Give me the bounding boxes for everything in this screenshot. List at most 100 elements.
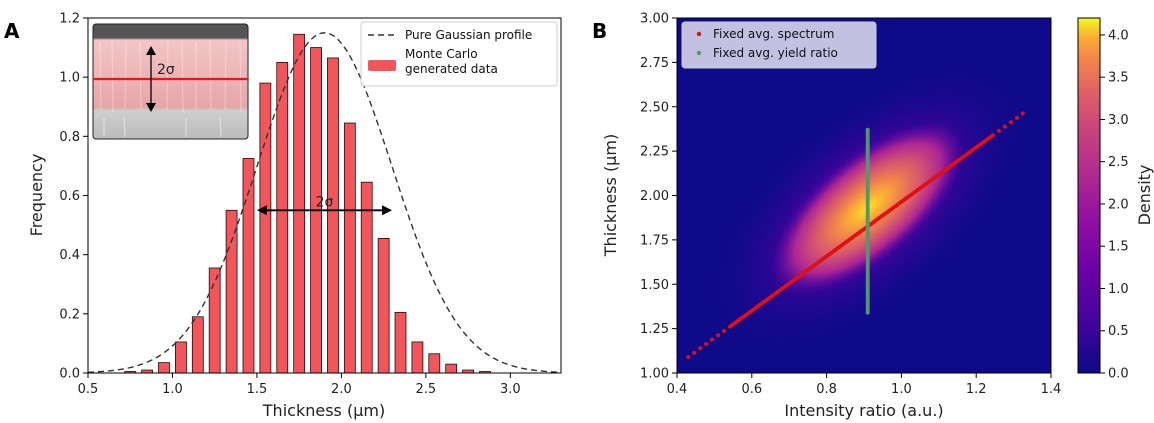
y-tick-label: 3.00 <box>640 12 669 27</box>
histogram-bar <box>175 341 187 373</box>
legend-swatch-spectrum <box>696 31 702 37</box>
colorbar-tick-label: 1.5 <box>1108 240 1129 255</box>
spectrum-point <box>704 342 709 346</box>
legend-label-yield: Fixed avg. yield ratio <box>713 46 838 60</box>
spectrum-point <box>698 346 703 351</box>
histogram-bar <box>124 371 137 373</box>
yield-point <box>865 127 870 132</box>
y-tick-label: 1.50 <box>640 278 669 293</box>
colorbar-tick-label: 3.5 <box>1108 71 1129 86</box>
histogram-bar <box>191 316 204 373</box>
spectrum-point <box>716 333 721 338</box>
colorbar: 0.0 0.5 1.0 1.5 2.0 2.5 3.0 3.5 4.0 Density <box>1077 17 1154 382</box>
y-tick-label: 0.4 <box>59 248 80 263</box>
y-tick-label: 0.8 <box>59 130 80 145</box>
two-sigma-annotation: 2σ <box>256 194 393 216</box>
spectrum-point <box>991 133 995 138</box>
spectrum-point <box>1008 120 1013 125</box>
y-tick-label: 2.50 <box>640 100 669 115</box>
y-tick-label: 1.75 <box>640 233 669 248</box>
inset-label: 2σ <box>157 62 175 78</box>
colorbar-tick-label: 1.0 <box>1108 282 1129 297</box>
histogram-bar <box>377 237 390 373</box>
x-tick-label: 2.5 <box>416 382 437 397</box>
two-sigma-label: 2σ <box>316 194 334 210</box>
legend-swatch-yield <box>696 50 702 56</box>
spectrum-point <box>1002 124 1007 129</box>
colorbar-tick-label: 2.0 <box>1108 197 1129 212</box>
y-axis-label-a: Frequency <box>27 154 46 237</box>
y-tick-label: 2.75 <box>640 56 669 71</box>
x-axis-label-b: Intensity ratio (a.u.) <box>784 401 943 420</box>
y-ticks-a: 0.0 0.2 0.4 0.6 0.8 1.0 1.2 <box>59 12 88 382</box>
y-tick-label: 1.2 <box>59 12 80 27</box>
histogram-chart: 0.5 1.0 1.5 2.0 2.5 3.0 0.0 0.2 0.4 0.6 0.8 1.0 1.2… <box>27 12 562 420</box>
x-tick-label: 1.0 <box>162 382 183 397</box>
panel-label-a: A <box>4 19 20 43</box>
colorbar-tick-label: 3.0 <box>1108 113 1129 128</box>
y-tick-label: 0.0 <box>59 367 80 382</box>
spectrum-point <box>686 355 691 359</box>
spectrum-point <box>722 328 727 333</box>
x-tick-label: 0.4 <box>667 382 688 397</box>
histogram-bar <box>327 57 339 373</box>
histogram-bar <box>259 82 272 373</box>
y-tick-label: 0.2 <box>59 307 80 322</box>
y-tick-label: 1.25 <box>640 322 669 337</box>
y-tick-label: 0.6 <box>59 189 80 204</box>
colorbar-tick-label: 4.0 <box>1108 28 1129 43</box>
x-tick-label: 0.6 <box>741 382 762 397</box>
spectrum-point <box>1020 111 1025 116</box>
legend-swatch-bars <box>368 60 396 71</box>
histogram-bar <box>360 181 373 373</box>
x-tick-label: 3.0 <box>500 382 521 397</box>
y-tick-label: 1.0 <box>59 71 80 86</box>
legend-label-gaussian: Pure Gaussian profile <box>405 28 532 42</box>
panel-label-b: B <box>592 19 607 43</box>
inset-micrograph: 2σ <box>92 23 249 140</box>
spectrum-point <box>996 128 1001 133</box>
histogram-bar <box>276 61 289 373</box>
density-heatmap <box>677 18 1051 373</box>
histogram-bar <box>428 353 441 373</box>
histogram-bar <box>394 311 407 373</box>
colorbar-label: Density <box>1135 165 1154 226</box>
legend-label-bars-2: generated data <box>405 62 498 76</box>
y-axis-label-b: Thickness (µm) <box>601 134 620 257</box>
x-tick-label: 0.8 <box>816 382 837 397</box>
histogram-bar <box>479 371 491 373</box>
gaussian-curve <box>88 32 561 373</box>
x-tick-label: 1.4 <box>1041 382 1062 397</box>
histogram-bar <box>445 363 458 373</box>
density-chart: 0.4 0.6 0.8 1.0 1.2 1.4 1.00 1.25 1.50 1.75 2.00 2… <box>601 12 1154 421</box>
y-tick-label: 2.25 <box>640 145 669 160</box>
histogram-bar <box>158 362 170 373</box>
spectrum-point <box>1014 115 1019 120</box>
series-fixed-avg-spectrum <box>686 111 1025 359</box>
legend-label-spectrum: Fixed avg. spectrum <box>713 27 834 41</box>
histogram-bar <box>208 267 221 373</box>
spectrum-point <box>692 350 697 355</box>
x-tick-label: 1.0 <box>891 382 912 397</box>
y-tick-label: 2.00 <box>640 189 669 204</box>
x-ticks-b: 0.4 0.6 0.8 1.0 1.2 1.4 <box>667 373 1062 397</box>
x-tick-label: 1.5 <box>247 382 268 397</box>
series-fixed-avg-yield-ratio <box>865 127 870 315</box>
legend-a: Pure Gaussian profile Monte Carlo genera… <box>360 21 558 87</box>
colorbar-tick-label: 2.5 <box>1108 155 1129 170</box>
x-tick-label: 2.0 <box>331 382 352 397</box>
colorbar-ticks: 0.0 0.5 1.0 1.5 2.0 2.5 3.0 3.5 4.0 <box>1100 28 1129 382</box>
colorbar-tick-label: 0.0 <box>1108 367 1129 382</box>
y-ticks-b: 1.00 1.25 1.50 1.75 2.00 2.25 2.50 2.75 3.00 <box>640 12 677 382</box>
legend-b: Fixed avg. spectrum Fixed avg. yield rat… <box>681 21 877 69</box>
spectrum-point <box>710 337 715 342</box>
histogram-bar <box>225 209 238 373</box>
x-tick-label: 0.5 <box>78 382 99 397</box>
x-axis-label-a: Thickness (µm) <box>262 401 385 420</box>
histogram-bar <box>242 158 255 373</box>
histogram-bar <box>411 341 424 373</box>
x-tick-label: 1.2 <box>966 382 987 397</box>
y-tick-label: 1.00 <box>640 367 669 382</box>
legend-label-bars-1: Monte Carlo <box>405 47 478 61</box>
